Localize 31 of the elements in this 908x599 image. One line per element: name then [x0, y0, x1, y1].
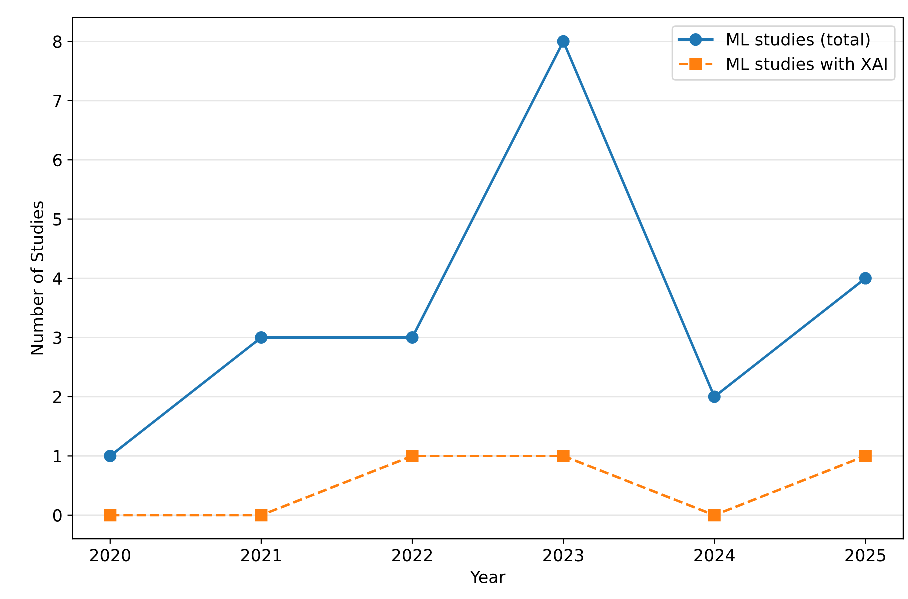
x-tick-label: 2025 — [846, 549, 886, 562]
point — [255, 509, 268, 522]
point — [406, 450, 419, 462]
point — [708, 390, 721, 404]
y-tick-label: 5 — [54, 213, 62, 226]
point — [859, 272, 872, 285]
y-tick-label: 6 — [53, 154, 62, 167]
legend-label: ML studies with XAI — [728, 57, 887, 70]
point — [708, 509, 721, 522]
y-tick-label: 4 — [53, 272, 62, 285]
point — [557, 35, 570, 48]
y-tick-label: 7 — [54, 95, 62, 108]
y-tick-label: 0 — [53, 509, 62, 522]
y-tick-label: 2 — [54, 390, 62, 404]
y-axis-title: Number of Studies — [30, 202, 44, 355]
point — [557, 450, 570, 462]
x-tick-label: 2022 — [392, 549, 432, 562]
x-tick-label: 2021 — [241, 549, 282, 562]
point — [859, 450, 872, 462]
point — [255, 332, 268, 344]
x-tick-label: 2024 — [694, 549, 735, 562]
x-tick-label: 2020 — [90, 549, 131, 562]
point — [406, 332, 419, 344]
y-tick-label: 1 — [54, 450, 62, 463]
x-tick-label: 2023 — [544, 549, 584, 562]
x-axis-title: Year — [470, 571, 506, 584]
point — [104, 450, 117, 462]
point — [104, 509, 117, 522]
y-tick-label: 3 — [54, 332, 62, 344]
legend-label: ML studies (total) — [728, 32, 870, 48]
y-tick-label: 8 — [53, 36, 62, 48]
